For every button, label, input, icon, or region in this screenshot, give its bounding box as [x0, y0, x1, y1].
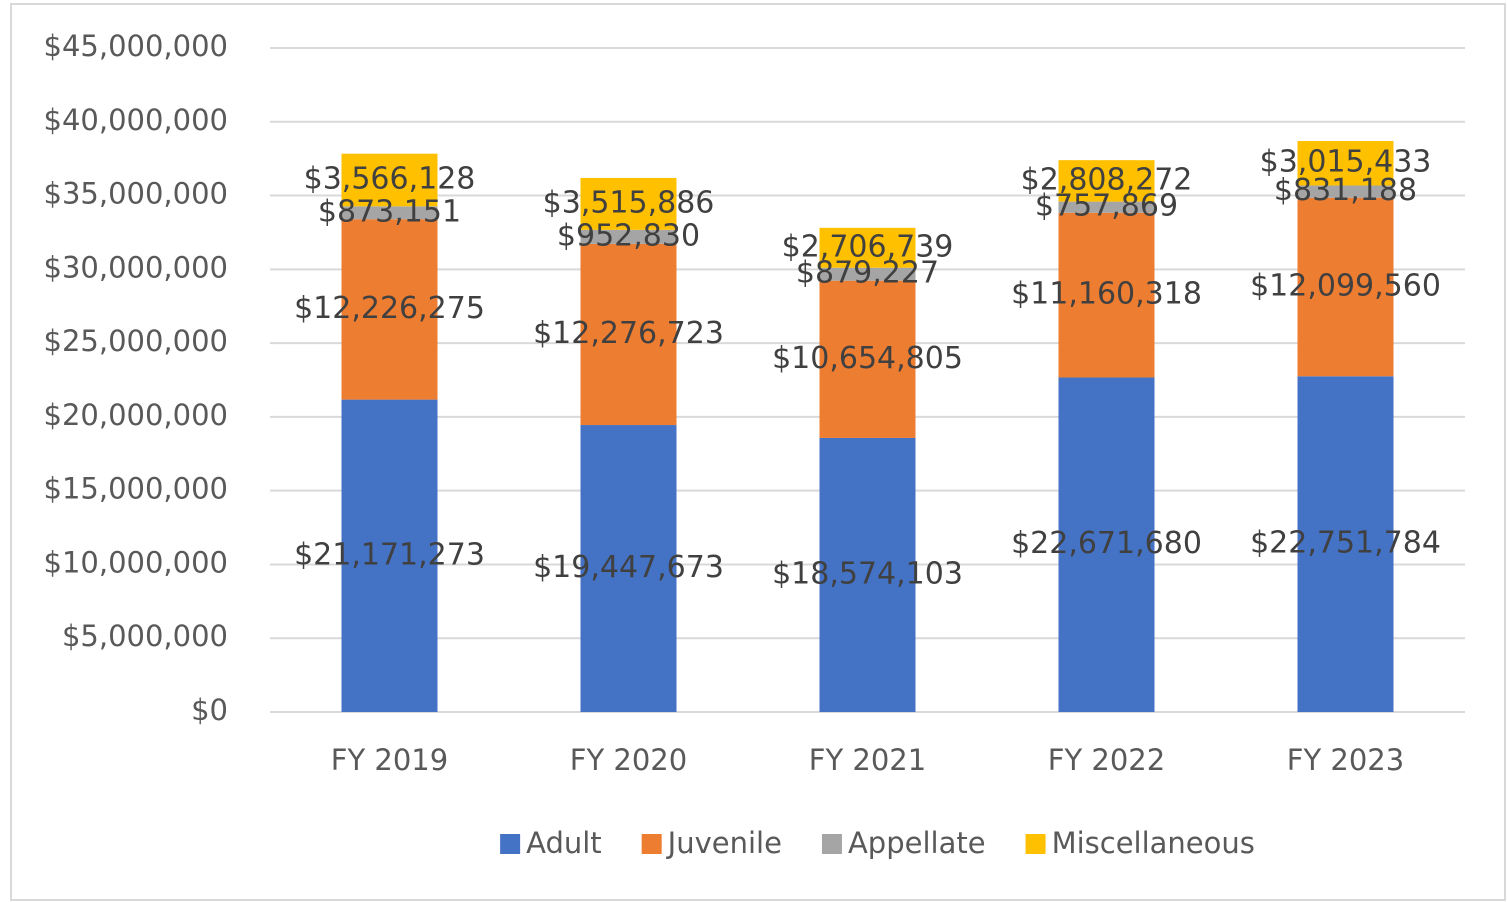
bar-segment [1297, 140, 1394, 186]
data-label: $3,515,886 [543, 185, 715, 220]
bar-segment [341, 206, 438, 220]
y-tick-label: $15,000,000 [44, 472, 229, 506]
data-label: $12,276,723 [533, 316, 724, 351]
legend-swatch [821, 834, 842, 854]
data-label: $22,751,784 [1250, 526, 1441, 561]
data-label: $3,566,128 [304, 162, 476, 197]
bar-segment [819, 267, 916, 281]
y-tick-label: $25,000,000 [44, 324, 229, 358]
bar-segment [819, 437, 916, 712]
y-tick-label: $20,000,000 [44, 398, 229, 432]
chart-frame [10, 3, 1506, 901]
data-label: $21,171,273 [294, 537, 485, 572]
legend-label: Adult [526, 826, 602, 860]
data-label: $12,099,560 [1250, 269, 1441, 304]
bar-segment [819, 280, 916, 438]
data-label: $19,447,673 [533, 550, 724, 585]
legend-label: Miscellaneous [1052, 826, 1255, 860]
data-label: $22,671,680 [1011, 526, 1202, 561]
data-label: $2,706,739 [782, 229, 954, 264]
bar-segment [1297, 197, 1394, 377]
bar-segment [1297, 185, 1394, 198]
data-label: $952,830 [557, 218, 700, 253]
data-label: $2,808,272 [1021, 162, 1193, 197]
y-tick-label: $10,000,000 [44, 545, 229, 579]
y-tick-label: $0 [191, 693, 228, 727]
y-tick-label: $30,000,000 [44, 250, 229, 284]
data-label: $873,151 [318, 194, 461, 229]
x-tick-label: FY 2022 [1048, 743, 1165, 777]
y-tick-label: $5,000,000 [62, 619, 228, 653]
bar-segment [1058, 377, 1155, 712]
y-tick-label: $45,000,000 [44, 29, 229, 63]
data-label: $3,015,433 [1260, 145, 1432, 180]
bar-segment [580, 229, 677, 244]
bar-segment [1058, 212, 1155, 378]
data-label: $831,188 [1274, 173, 1417, 208]
y-tick-label: $35,000,000 [44, 177, 229, 211]
bar-segment [819, 227, 916, 268]
x-tick-label: FY 2023 [1287, 743, 1404, 777]
legend-swatch [500, 834, 521, 854]
bar-segment [1297, 376, 1394, 712]
bar-segment [580, 177, 677, 230]
y-tick-label: $40,000,000 [44, 103, 229, 137]
x-tick-label: FY 2019 [331, 743, 448, 777]
bar-segment [1058, 160, 1155, 202]
legend-label: Appellate [848, 826, 986, 860]
bar-segment [341, 219, 438, 400]
bar-segment [341, 399, 438, 712]
bar-segment [1058, 201, 1155, 213]
x-tick-label: FY 2021 [809, 743, 926, 777]
data-label: $11,160,318 [1011, 277, 1202, 312]
bar-segment [580, 243, 677, 426]
data-label: $10,654,805 [772, 341, 963, 376]
bar-segment [580, 425, 677, 712]
data-label: $879,227 [796, 256, 939, 291]
data-label: $12,226,275 [294, 291, 485, 326]
legend-label: Juvenile [666, 826, 782, 860]
data-label: $757,869 [1035, 189, 1178, 224]
data-label: $18,574,103 [772, 556, 963, 591]
legend-swatch [641, 834, 662, 854]
x-tick-label: FY 2020 [570, 743, 687, 777]
bar-segment [341, 153, 438, 207]
legend-swatch [1025, 834, 1046, 854]
